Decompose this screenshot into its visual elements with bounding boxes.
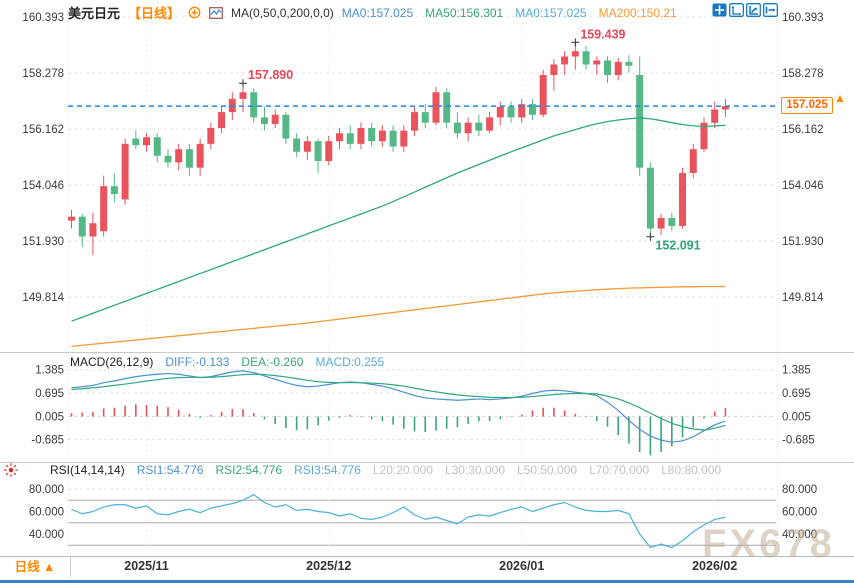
rsi-value-5: L50:50.000 — [517, 463, 578, 477]
rsi-panel-header: RSI(14,14,14) RSI1:54.776 RSI2:54.776 RSI3… — [50, 463, 721, 477]
svg-text:149.814: 149.814 — [22, 292, 64, 304]
macd-value-2: MACD:0.255 — [315, 355, 385, 369]
rsi-value-0: RSI1:54.776 — [136, 463, 204, 477]
svg-text:160.393: 160.393 — [782, 12, 824, 24]
axis-scale-icon[interactable] — [746, 3, 761, 17]
candlestick-layer — [68, 42, 729, 256]
rsi-value-4: L30:30.000 — [444, 463, 505, 477]
add-indicator-icon[interactable] — [188, 6, 201, 19]
svg-text:0.695: 0.695 — [35, 388, 64, 400]
x-axis-label-1: 2025/12 — [306, 559, 352, 573]
svg-text:-0.685: -0.685 — [782, 435, 815, 447]
svg-text:158.278: 158.278 — [782, 68, 824, 80]
period-selector-button[interactable]: 日线 ▲ — [0, 557, 71, 577]
svg-text:1.385: 1.385 — [35, 365, 64, 377]
svg-text:-0.685: -0.685 — [31, 435, 64, 447]
exit-icon[interactable] — [763, 3, 778, 17]
svg-text:0.005: 0.005 — [35, 411, 64, 423]
chart-header: 美元日元 【日线】 MA(0,50,0,200,0,0) MA0:157.025… — [68, 3, 677, 22]
x-axis-label-3: 2026/02 — [692, 559, 738, 573]
x-axis-label-2: 2026/01 — [499, 559, 545, 573]
svg-text:154.046: 154.046 — [22, 180, 64, 192]
rsi-layer: 80.000 80.000 60.000 60.000 40.000 40.000 — [29, 484, 817, 549]
ma-value-0: MA0:157.025 — [341, 5, 414, 20]
rsi-value-1: RSI2:54.776 — [215, 463, 283, 477]
move-icon[interactable] — [712, 3, 727, 17]
macd-name: MACD(26,12,9) — [70, 355, 154, 369]
svg-text:60.000: 60.000 — [782, 507, 817, 519]
rsi-value-6: L70:70.000 — [589, 463, 650, 477]
svg-text:156.162: 156.162 — [22, 124, 64, 136]
price-axis-labels: 160.393 160.393 158.278 158.278 156.162 156.1… — [22, 12, 824, 304]
rsi-name: RSI(14,14,14) — [50, 463, 125, 477]
price-up-arrow-icon: ▲ — [834, 91, 846, 105]
svg-text:80.000: 80.000 — [782, 484, 817, 496]
annotation-layer: 157.890 159.439 152.091 — [239, 27, 701, 253]
ma-indicator-icon[interactable] — [209, 6, 223, 19]
gridlines — [0, 10, 854, 562]
svg-text:0.005: 0.005 — [782, 411, 811, 423]
svg-text:149.814: 149.814 — [782, 292, 824, 304]
svg-text:158.278: 158.278 — [22, 68, 64, 80]
svg-text:40.000: 40.000 — [29, 529, 64, 541]
rsi-value-7: L80:80.000 — [661, 463, 722, 477]
macd-panel-header: MACD(26,12,9) DIFF:-0.133 DEA:-0.260 MACD:… — [70, 355, 384, 369]
svg-text:157.890: 157.890 — [248, 68, 293, 82]
rsi-value-3: L20:20.000 — [372, 463, 433, 477]
current-price-tag: 157.025 — [781, 97, 833, 114]
svg-text:159.439: 159.439 — [580, 27, 625, 41]
x-axis-label-0: 2025/11 — [124, 559, 169, 573]
macd-layer: 1.385 1.385 0.695 0.695 0.005 0.005 -0.685 -0.6… — [31, 365, 815, 456]
svg-text:154.046: 154.046 — [782, 180, 824, 192]
macd-value-1: DEA:-0.260 — [241, 355, 304, 369]
ma-value-1: MA50:156.301 — [425, 5, 504, 20]
period-tag: 【日线】 — [128, 6, 181, 21]
zoom-axis-icon[interactable] — [729, 3, 744, 17]
svg-text:151.930: 151.930 — [782, 236, 824, 248]
svg-text:152.091: 152.091 — [655, 239, 700, 253]
svg-text:80.000: 80.000 — [29, 484, 64, 496]
svg-text:156.162: 156.162 — [782, 124, 824, 136]
svg-text:151.930: 151.930 — [22, 236, 64, 248]
macd-value-0: DIFF:-0.133 — [165, 355, 230, 369]
symbol-name: 美元日元 — [68, 6, 121, 21]
rsi-value-2: RSI3:54.776 — [294, 463, 361, 477]
svg-text:160.393: 160.393 — [22, 12, 64, 24]
time-axis-bar: 日线 ▲ 2025/11 2025/12 2026/01 2026/02 — [0, 557, 854, 580]
ma-settings: MA(0,50,0,200,0,0) — [231, 5, 334, 20]
ma-value-2: MA0:157.025 — [515, 5, 587, 20]
bottom-accent-bar — [0, 580, 854, 583]
ma-value-3: MA200:150.21 — [598, 5, 677, 20]
svg-text:0.695: 0.695 — [782, 388, 811, 400]
indicator-settings-icon[interactable] — [3, 462, 19, 478]
svg-text:1.385: 1.385 — [782, 365, 811, 377]
svg-text:60.000: 60.000 — [29, 507, 64, 519]
ma-lines — [71, 117, 726, 347]
chart-toolbar — [712, 3, 778, 17]
svg-text:40.000: 40.000 — [782, 529, 817, 541]
ma-values: MA0:157.025 MA50:156.301 MA0:157.025 MA200:… — [342, 6, 677, 20]
